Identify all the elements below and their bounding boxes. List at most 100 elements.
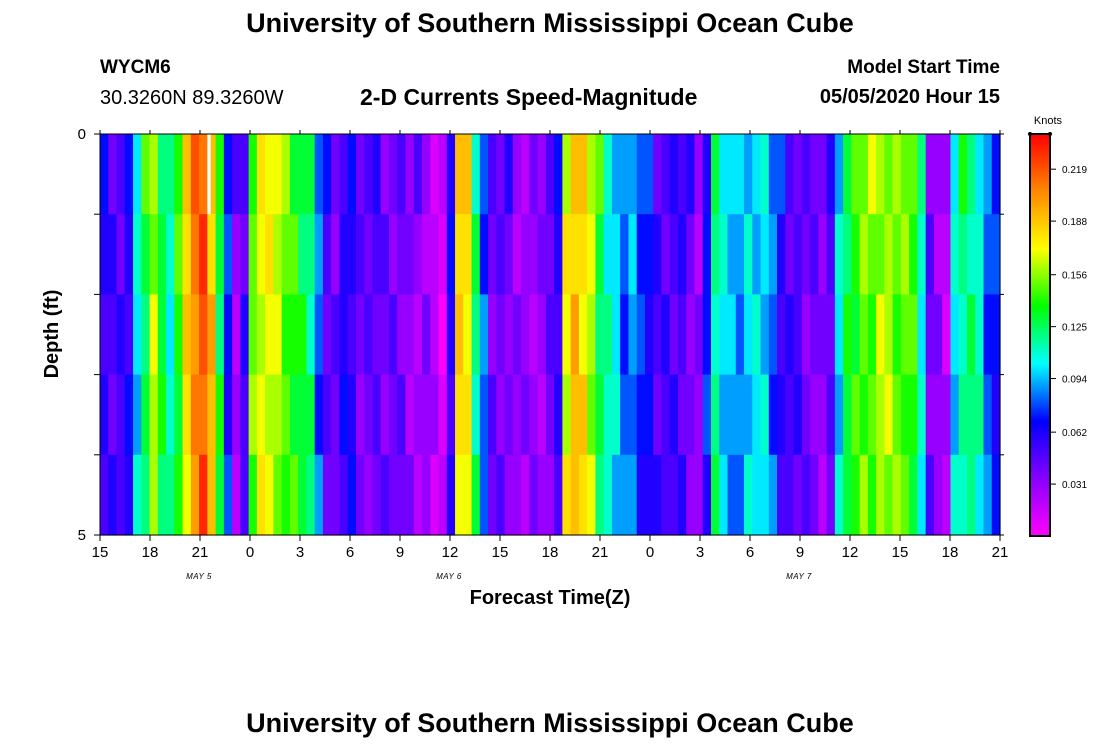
heatmap-cell [810,454,819,536]
heatmap-cell [826,134,836,215]
model-start-label: Model Start Time [847,57,1000,78]
heatmap-cell [223,454,233,536]
heatmap-cell [727,134,737,215]
heatmap-cell [636,294,646,376]
heatmap-cell [843,214,852,295]
heatmap-cell [116,294,126,376]
heatmap-cell [694,214,704,295]
colorbar-tick-label: 0.156 [1062,271,1087,282]
heatmap-cell [157,454,167,536]
heatmap-cell [834,294,844,376]
heatmap-cell [991,374,1001,456]
heatmap-cell [677,134,687,215]
heatmap-cell [108,134,118,215]
heatmap-cell [256,214,266,295]
heatmap-cell [388,374,398,456]
page-title: University of Southern Mississippi Ocean… [246,8,854,38]
heatmap-cell [331,454,341,536]
heatmap-cell [669,134,679,215]
heatmap-cell [182,374,192,456]
heatmap-cell [372,134,382,215]
heatmap-cell [925,454,935,536]
heatmap-cell [818,134,828,215]
heatmap-cell [116,374,126,456]
heatmap-cell [975,374,985,456]
heatmap-cell [240,294,250,376]
heatmap-cell [372,294,382,376]
heatmap-cell [966,374,976,456]
heatmap-cell [372,454,382,536]
heatmap-cell [661,214,671,295]
heatmap-cell [900,454,910,536]
heatmap-cell [793,454,803,536]
heatmap-cell [711,294,720,376]
x-tick-label: 9 [396,544,404,561]
heatmap-cell [843,134,852,215]
heatmap-cell [909,454,919,536]
heatmap-cell [562,374,572,456]
heatmap-cell [133,454,142,536]
heatmap-cell [388,214,398,295]
heatmap-cell [339,294,349,376]
heatmap-cell [306,214,316,295]
heatmap-cell [925,294,935,376]
heatmap-cell [438,134,448,215]
heatmap-cell [455,294,464,376]
heatmap-cell [653,214,663,295]
heatmap-cell [702,134,712,215]
heatmap-cell [124,454,134,536]
heatmap-cell [521,294,530,376]
heatmap-cell [917,134,927,215]
heatmap-cell [537,294,547,376]
heatmap-cell [587,294,597,376]
heatmap-cell [719,374,729,456]
station-coordinates: 30.3260N 89.3260W [100,87,284,109]
heatmap-cell [174,374,184,456]
heatmap-cell [364,374,374,456]
heatmap-cells [100,134,1001,536]
heatmap-cell [215,294,225,376]
heatmap-cell [818,454,828,536]
heatmap-cell [471,294,481,376]
date-label: MAY 5 [186,572,212,581]
heatmap-cell [644,374,654,456]
heatmap-cell [653,134,663,215]
heatmap-cell [562,134,572,215]
heatmap-cell [372,374,382,456]
heatmap-cell [884,134,894,215]
heatmap-cell [108,454,118,536]
heatmap-cell [372,214,382,295]
heatmap-cell [752,134,762,215]
heatmap-cell [240,214,250,295]
x-tick-label: 21 [592,544,609,561]
heatmap-cell [248,214,258,295]
y-axis-label: Depth (ft) [41,290,63,379]
heatmap-cell [281,214,291,295]
heatmap-cell [595,454,605,536]
heatmap-cell [322,294,332,376]
x-tick-label: 0 [246,544,254,561]
heatmap-cell [727,374,737,456]
heatmap-cell [735,214,745,295]
heatmap-cell [620,294,630,376]
heatmap-cell [339,374,349,456]
heatmap-cell [958,134,968,215]
heatmap-cell [892,214,902,295]
heatmap-cell [876,454,886,536]
heatmap-cell [331,374,341,456]
heatmap-cell [182,214,192,295]
heatmap-cell [867,214,877,295]
heatmap-cell [760,294,770,376]
x-tick-label: 18 [542,544,559,561]
heatmap-cell [760,134,770,215]
heatmap-cell [430,454,440,536]
heatmap-cell [479,134,489,215]
heatmap-cell [867,294,877,376]
heatmap-cell [446,374,456,456]
heatmap-cell [289,454,299,536]
heatmap-cell [694,454,704,536]
colorbar-tick-label: 0.219 [1062,165,1087,176]
heatmap-cell [256,374,266,456]
colorbar-gradient [1029,133,1051,537]
chart-subtitle: 2-D Currents Speed-Magnitude [360,84,698,110]
